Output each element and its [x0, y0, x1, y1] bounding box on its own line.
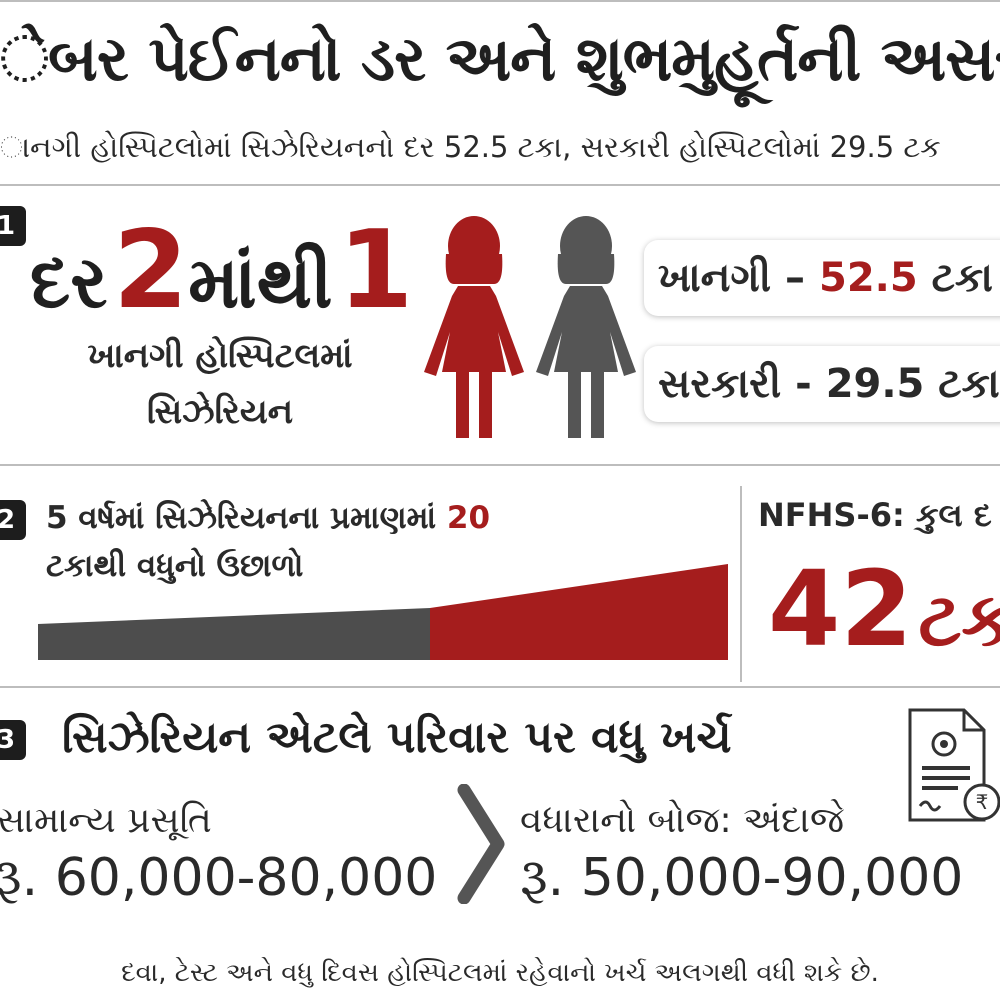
private-rate-value: 52.5 [818, 255, 918, 301]
divider-section1 [0, 464, 1000, 466]
extra-burden-label: વધારાનો બોજ: અંદાજે [520, 800, 845, 841]
page-title: ેબર પેઈનનો ડર અને શુભમુહૂર્તની અસર [0, 22, 1000, 95]
growth-text: 5 વર્ષમાં સિઝેરિયનના પ્રમાણમાં 20 ટકાથી … [46, 494, 736, 590]
growth-wedge-base [38, 608, 430, 660]
woman-icon-neutral [536, 216, 636, 438]
rupee-coin-icon: ₹ [963, 783, 1000, 821]
growth-wedge-chart [38, 564, 728, 660]
private-rate-unit: ટકા [931, 255, 993, 301]
nfhs-label: NFHS-6: કુલ દ [758, 496, 992, 534]
normal-delivery-label: સામાન્ય પ્રસૂતિ [0, 800, 212, 841]
top-border [0, 0, 1000, 2]
growth-wedge-increase [430, 564, 728, 660]
government-rate-text: સરકારી - 29.5 ટકા [658, 361, 1000, 407]
divider-header [0, 184, 1000, 186]
ratio-middle: માંથી [188, 240, 333, 324]
chevron-right-icon [457, 784, 505, 904]
cost-section-title: સિઝેરિયન એટલે પરિવાર પર વધુ ખર્ચ [62, 712, 732, 763]
ratio-number-2: 2 [113, 208, 189, 333]
woman-icon-highlight [424, 216, 524, 438]
section-badge-3: 3 [0, 720, 26, 760]
private-rate-card: ખાનગી – 52.5 ટકા [644, 240, 1000, 316]
divider-vertical [740, 486, 742, 682]
cost-footnote: દવા, ટેસ્ટ અને વધુ દિવસ હોસ્પિટલમાં રહેવ… [121, 958, 879, 988]
ratio-number-1: 1 [338, 208, 414, 333]
receipt-document-icon: ₹ [908, 708, 1000, 822]
private-rate-label: ખાનગી – [658, 255, 806, 301]
extra-burden-amount: રૂ. 50,000-90,000 [520, 848, 964, 908]
growth-text-line1: 5 વર્ષમાં સિઝેરિયનના પ્રમાણમાં 20 [46, 494, 736, 542]
ratio-caption-line1: ખાનગી હોસ્પિટલમાં [87, 336, 353, 376]
svg-text:₹: ₹ [976, 790, 989, 814]
ratio-headline: દર 2માંથી 1 [30, 208, 413, 333]
normal-delivery-amount: રૂ. 60,000-80,000 [0, 848, 438, 908]
growth-text-highlight: 20 [446, 500, 491, 536]
section-badge-1: 1 [0, 206, 26, 246]
ratio-prefix: દર [30, 240, 108, 324]
nfhs-total-rate: 42 ટકા [768, 548, 1000, 670]
section-badge-2: 2 [0, 500, 26, 540]
page-subtitle: ાનગી હોસ્પિટલોમાં સિઝેરિયનનો દર 52.5 ટકા… [0, 130, 941, 164]
growth-text-line2: ટકાથી વધુનો ઉછાળો [46, 548, 304, 584]
ratio-caption-line2: સિઝેરિયન [146, 392, 294, 432]
nfhs-total-unit: ટકા [918, 577, 1000, 663]
nfhs-total-value: 42 [768, 548, 913, 670]
growth-text-part1: 5 વર્ષમાં સિઝેરિયનના પ્રમાણમાં [46, 500, 437, 536]
divider-section2 [0, 686, 1000, 688]
government-rate-card: સરકારી - 29.5 ટકા [644, 346, 1000, 422]
